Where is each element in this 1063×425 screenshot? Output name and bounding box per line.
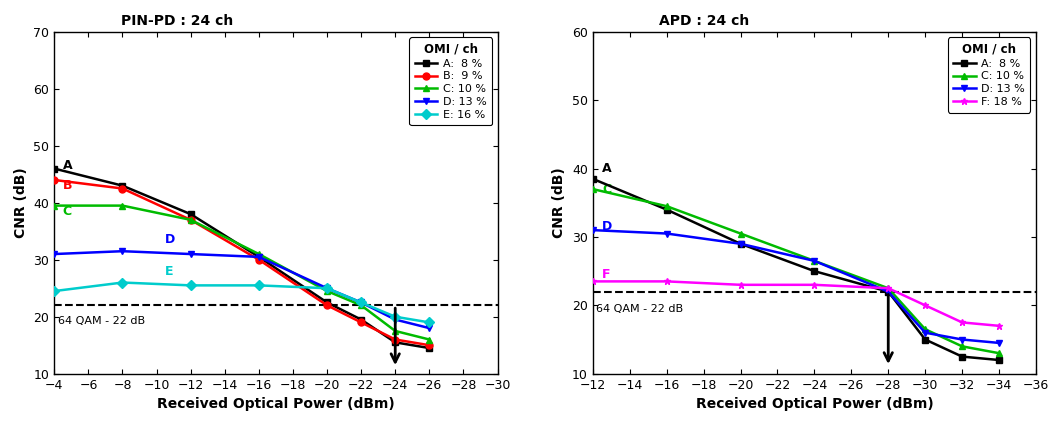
Text: C: C [63,205,72,218]
Text: D: D [602,220,612,233]
Legend: A:  8 %, C: 10 %, D: 13 %, F: 18 %: A: 8 %, C: 10 %, D: 13 %, F: 18 % [948,37,1030,113]
Text: 64 QAM - 22 dB: 64 QAM - 22 dB [57,316,145,326]
Text: B: B [63,179,72,192]
Text: A: A [63,159,72,172]
Text: F: F [602,268,610,281]
X-axis label: Received Optical Power (dBm): Received Optical Power (dBm) [695,397,933,411]
Text: 64 QAM - 22 dB: 64 QAM - 22 dB [596,304,684,314]
Legend: A:  8 %, B:  9 %, C: 10 %, D: 13 %, E: 16 %: A: 8 %, B: 9 %, C: 10 %, D: 13 %, E: 16 … [409,37,492,125]
Text: D: D [165,233,175,246]
Text: PIN-PD : 24 ch: PIN-PD : 24 ch [121,14,233,28]
X-axis label: Received Optical Power (dBm): Received Optical Power (dBm) [157,397,394,411]
Y-axis label: CNR (dB): CNR (dB) [553,167,567,238]
Text: APD : 24 ch: APD : 24 ch [659,14,749,28]
Y-axis label: CNR (dB): CNR (dB) [14,167,28,238]
Text: A: A [602,162,611,175]
Text: E: E [165,265,173,278]
Text: C: C [602,183,611,196]
